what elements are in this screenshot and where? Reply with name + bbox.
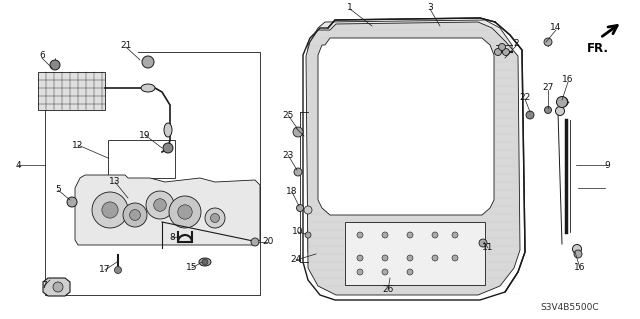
Circle shape (452, 232, 458, 238)
Polygon shape (38, 72, 105, 110)
Circle shape (407, 269, 413, 275)
Circle shape (407, 232, 413, 238)
Circle shape (205, 208, 225, 228)
Circle shape (129, 210, 140, 220)
Text: 11: 11 (483, 243, 493, 253)
Polygon shape (308, 20, 515, 282)
Text: 17: 17 (99, 265, 111, 275)
Circle shape (53, 282, 63, 292)
Circle shape (357, 255, 363, 261)
Text: 12: 12 (72, 140, 84, 150)
Text: 19: 19 (140, 130, 151, 139)
Circle shape (574, 250, 582, 258)
Circle shape (432, 255, 438, 261)
Text: 27: 27 (542, 84, 554, 93)
Text: 5: 5 (55, 186, 61, 195)
Circle shape (479, 239, 487, 247)
Circle shape (357, 232, 363, 238)
Circle shape (544, 38, 552, 46)
Text: 7: 7 (41, 281, 47, 291)
Circle shape (382, 269, 388, 275)
Ellipse shape (164, 123, 172, 137)
Text: 18: 18 (286, 188, 298, 197)
Circle shape (304, 206, 312, 214)
Circle shape (545, 107, 552, 114)
Text: 14: 14 (550, 24, 562, 33)
Circle shape (407, 255, 413, 261)
Text: 2: 2 (513, 40, 519, 48)
Circle shape (556, 107, 564, 115)
Circle shape (305, 232, 311, 238)
Circle shape (495, 48, 502, 56)
Text: 10: 10 (292, 227, 304, 236)
Text: 26: 26 (382, 286, 394, 294)
Circle shape (211, 213, 220, 222)
Circle shape (382, 255, 388, 261)
Text: FR.: FR. (587, 42, 609, 55)
Circle shape (163, 143, 173, 153)
Circle shape (573, 244, 582, 254)
Circle shape (558, 97, 568, 107)
Text: 6: 6 (39, 51, 45, 61)
Circle shape (502, 48, 509, 56)
Text: 16: 16 (574, 263, 586, 272)
Circle shape (452, 255, 458, 261)
Circle shape (154, 199, 166, 211)
Text: 1: 1 (347, 3, 353, 11)
Circle shape (382, 232, 388, 238)
Circle shape (357, 269, 363, 275)
Text: 16: 16 (563, 76, 573, 85)
Polygon shape (306, 22, 520, 295)
Polygon shape (345, 222, 485, 285)
Circle shape (293, 127, 303, 137)
Ellipse shape (199, 258, 211, 266)
Polygon shape (43, 278, 70, 296)
Text: 15: 15 (186, 263, 198, 272)
Text: 4: 4 (15, 160, 21, 169)
Circle shape (169, 196, 201, 228)
Circle shape (142, 56, 154, 68)
Circle shape (50, 60, 60, 70)
Polygon shape (318, 38, 494, 215)
Circle shape (202, 259, 208, 265)
Text: 25: 25 (282, 110, 294, 120)
Text: 24: 24 (291, 256, 301, 264)
Circle shape (123, 203, 147, 227)
Circle shape (432, 232, 438, 238)
Circle shape (251, 238, 259, 246)
Circle shape (92, 192, 128, 228)
Text: 3: 3 (427, 3, 433, 11)
Ellipse shape (141, 84, 155, 92)
Text: 22: 22 (520, 93, 531, 101)
Circle shape (115, 266, 122, 273)
Text: 9: 9 (604, 160, 610, 169)
Text: 20: 20 (262, 238, 274, 247)
Circle shape (294, 168, 302, 176)
Circle shape (296, 204, 303, 211)
Text: 8: 8 (169, 234, 175, 242)
Circle shape (526, 111, 534, 119)
Circle shape (102, 202, 118, 218)
Text: 21: 21 (120, 41, 132, 49)
Circle shape (557, 97, 568, 108)
Circle shape (178, 205, 192, 219)
Text: 23: 23 (282, 151, 294, 160)
Polygon shape (75, 175, 260, 245)
Circle shape (67, 197, 77, 207)
Circle shape (146, 191, 174, 219)
Text: 13: 13 (109, 177, 121, 187)
Text: S3V4B5500C: S3V4B5500C (541, 303, 599, 313)
Circle shape (499, 43, 506, 50)
